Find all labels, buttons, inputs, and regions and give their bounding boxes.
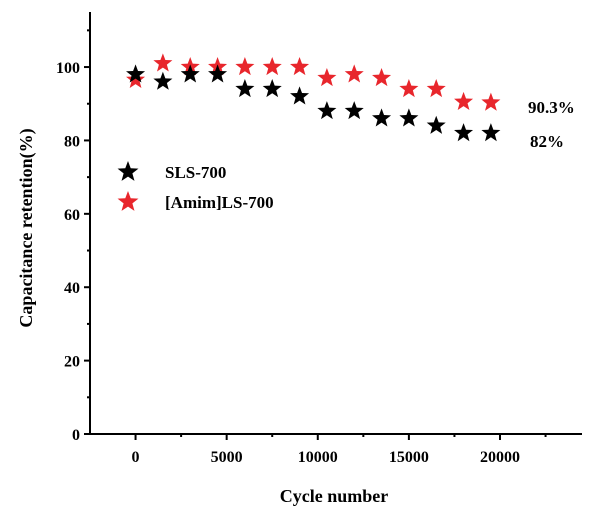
point-amim-ls-700 <box>454 91 474 110</box>
y-tick-label: 60 <box>64 207 80 224</box>
y-tick-label: 100 <box>56 60 80 77</box>
point-sls-700 <box>344 101 364 120</box>
point-amim-ls-700 <box>481 92 501 111</box>
legend-star-icon <box>117 161 139 181</box>
x-tick-label: 20000 <box>480 449 520 466</box>
x-tick-label: 0 <box>132 449 140 466</box>
point-sls-700 <box>262 79 282 98</box>
y-tick-label: 20 <box>64 354 80 371</box>
point-sls-700 <box>180 64 200 83</box>
point-amim-ls-700 <box>290 57 310 76</box>
point-amim-ls-700 <box>126 69 146 88</box>
point-sls-700 <box>454 123 474 142</box>
point-sls-700 <box>235 79 255 98</box>
legend-marker-amim-ls-700 <box>117 191 139 211</box>
annotation-amim-final: 90.3% <box>528 98 575 117</box>
x-axis-title: Cycle number <box>280 486 388 506</box>
annotation-sls-final: 82% <box>530 132 564 151</box>
point-sls-700 <box>317 101 337 120</box>
point-amim-ls-700 <box>399 79 419 98</box>
legend-label-amim-ls-700: [Amim]LS-700 <box>165 193 274 212</box>
x-tick-label: 10000 <box>298 449 338 466</box>
y-tick-label: 40 <box>64 280 80 297</box>
y-axis-title: Capacitance retention(%) <box>16 128 37 327</box>
point-sls-700 <box>372 108 392 127</box>
point-sls-700 <box>481 123 501 142</box>
point-sls-700 <box>290 86 310 105</box>
y-ticks: 0 20 40 60 80 100 <box>56 29 90 444</box>
point-sls-700 <box>399 108 419 127</box>
x-ticks: 0 5000 10000 15000 20000 <box>132 434 547 466</box>
point-amim-ls-700 <box>317 68 337 87</box>
legend-marker-sls-700 <box>117 161 139 181</box>
legend: SLS-700 [Amim]LS-700 <box>117 161 274 212</box>
point-sls-700 <box>153 71 173 90</box>
point-amim-ls-700 <box>372 68 392 87</box>
x-tick-label: 15000 <box>389 449 429 466</box>
point-sls-700 <box>208 64 228 83</box>
legend-label-sls-700: SLS-700 <box>165 163 226 182</box>
point-sls-700 <box>426 115 446 134</box>
y-tick-label: 0 <box>72 427 80 444</box>
legend-star-icon <box>117 191 139 211</box>
point-sls-700 <box>126 64 146 83</box>
point-amim-ls-700 <box>344 64 364 83</box>
point-amim-ls-700 <box>262 57 282 76</box>
point-amim-ls-700 <box>235 57 255 76</box>
x-tick-label: 5000 <box>211 449 243 466</box>
point-amim-ls-700 <box>426 79 446 98</box>
y-tick-label: 80 <box>64 133 80 150</box>
point-amim-ls-700 <box>153 53 173 72</box>
data-points <box>126 53 501 142</box>
